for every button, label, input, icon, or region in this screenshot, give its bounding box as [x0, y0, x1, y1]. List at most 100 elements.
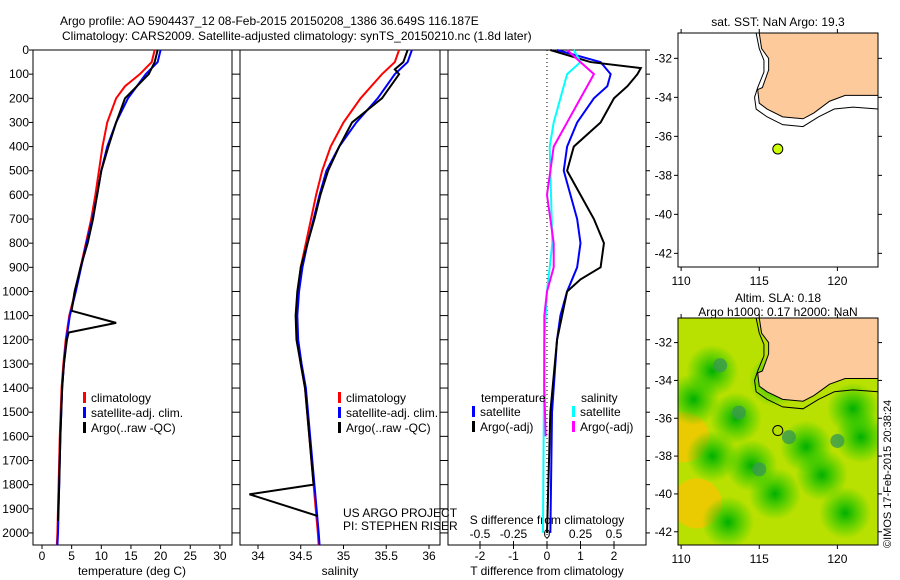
legend-label: Argo(..raw -QC) [91, 421, 176, 435]
y-tick-label: 300 [9, 115, 29, 129]
map-subtitle: Argo h1000: 0.17 h2000: NaN [698, 305, 857, 319]
lat-tick-label: -42 [655, 525, 673, 539]
legend-swatch [83, 422, 86, 433]
legend-label: satellite [580, 405, 621, 419]
legend-swatch [338, 422, 341, 433]
x-axis-label: salinity [322, 564, 359, 578]
legend-swatch [472, 421, 475, 432]
x-tick-label: 2 [611, 549, 618, 563]
series-line-Argo(..raw -QC) [249, 49, 409, 517]
map-3 [674, 29, 882, 271]
sla-low [686, 430, 739, 483]
lat-tick-label: -40 [655, 207, 673, 221]
y-tick-label: 1600 [2, 429, 29, 443]
series-line-T satellite [549, 49, 612, 533]
y-tick-label: 100 [9, 67, 29, 81]
project-annotation: US ARGO PROJECT [343, 506, 458, 520]
lon-tick-label: 115 [750, 552, 769, 566]
series-line-Argo(..raw -QC) [57, 49, 159, 521]
y-tick-label: 700 [9, 212, 29, 226]
lat-tick-label: -32 [655, 51, 673, 65]
sla-low [827, 382, 878, 435]
x-tick-label: 35 [337, 549, 351, 563]
legend-swatch [338, 392, 341, 403]
legend-label: climatology [346, 391, 406, 405]
argo-float-marker [772, 425, 784, 437]
sla-low [702, 496, 754, 545]
legend-swatch [572, 406, 575, 417]
lat-tick-label: -38 [655, 168, 673, 182]
x-tick-label: 15 [124, 549, 138, 563]
sla-low [795, 449, 848, 502]
legend-swatch [83, 392, 86, 403]
x-tick-label: 5 [68, 549, 75, 563]
x-tick-label: 20 [154, 549, 168, 563]
land [757, 317, 879, 402]
series-line-T Argo(-adj) [546, 49, 643, 533]
lat-tick-label: -34 [655, 90, 673, 104]
y-tick-label: 1200 [2, 333, 29, 347]
argo-float-marker [772, 143, 784, 155]
map-4 [674, 314, 882, 549]
map-frame [677, 317, 879, 546]
legend-label: satellite [480, 405, 521, 419]
y-tick-label: 400 [9, 140, 29, 154]
sla-low [748, 467, 801, 520]
legend-title: salinity [581, 391, 618, 405]
legend-label: Argo(..raw -QC) [346, 421, 431, 435]
lon-tick-label: 110 [672, 274, 691, 288]
y-tick-label: 1300 [2, 357, 29, 371]
x-axis-label: T difference from climatology [470, 564, 624, 578]
x-tick-label: 35.5 [375, 549, 399, 563]
x2-tick-label: -0.25 [500, 527, 528, 541]
legend-title: temperature [481, 391, 546, 405]
sla-low [678, 373, 720, 426]
x-tick-label: 36 [422, 549, 436, 563]
legend-label: climatology [91, 391, 151, 405]
y-tick-label: 200 [9, 91, 29, 105]
lon-tick-label: 115 [750, 274, 769, 288]
x-tick-label: 0 [39, 549, 46, 563]
y-tick-label: 1900 [2, 502, 29, 516]
lat-tick-label: -36 [655, 129, 673, 143]
legend-label: satellite-adj. clim. [346, 406, 438, 420]
series-line-climatology [55, 49, 156, 546]
shelf-contour [754, 32, 879, 128]
map-title: sat. SST: NaN Argo: 19.3 [711, 15, 845, 29]
x2-tick-label: 0 [544, 527, 551, 541]
y-tick-label: 1100 [3, 309, 29, 323]
map-frame [677, 32, 879, 268]
legend-swatch [338, 407, 341, 418]
y-tick-label: 800 [9, 236, 29, 250]
x2-tick-label: 0.5 [606, 527, 623, 541]
lon-tick-label: 120 [827, 274, 847, 288]
y-tick-label: 1500 [2, 405, 29, 419]
y-tick-label: 1000 [2, 284, 29, 298]
x-axis-label: temperature (deg C) [78, 564, 186, 578]
y-tick-label: 900 [9, 260, 29, 274]
legend-label: Argo(-adj) [480, 420, 533, 434]
x-tick-label: 25 [184, 549, 198, 563]
x-tick-label: 10 [95, 549, 109, 563]
x-tick-label: -2 [475, 549, 486, 563]
sla-eddy [731, 405, 746, 420]
x-tick-label: 34.5 [289, 549, 313, 563]
x-tick-label: -1 [508, 549, 519, 563]
y-tick-label: 2000 [2, 526, 29, 540]
lat-tick-label: -34 [655, 373, 673, 387]
lon-tick-label: 120 [827, 552, 847, 566]
y-tick-label: 1800 [2, 478, 29, 492]
legend-swatch [572, 421, 575, 432]
lat-tick-label: -32 [655, 336, 673, 350]
legend-label: Argo(-adj) [580, 420, 633, 434]
lat-tick-label: -42 [655, 246, 673, 260]
lon-tick-label: 110 [672, 552, 691, 566]
figure-title: Argo profile: AO 5904437_12 08-Feb-2015 … [60, 14, 479, 28]
x2-tick-label: -0.5 [470, 527, 491, 541]
y-tick-label: 1700 [2, 453, 29, 467]
map-title: Altim. SLA: 0.18 [735, 291, 821, 305]
x-tick-label: 30 [213, 549, 227, 563]
legend-swatch [83, 407, 86, 418]
y-tick-label: 600 [9, 188, 29, 202]
